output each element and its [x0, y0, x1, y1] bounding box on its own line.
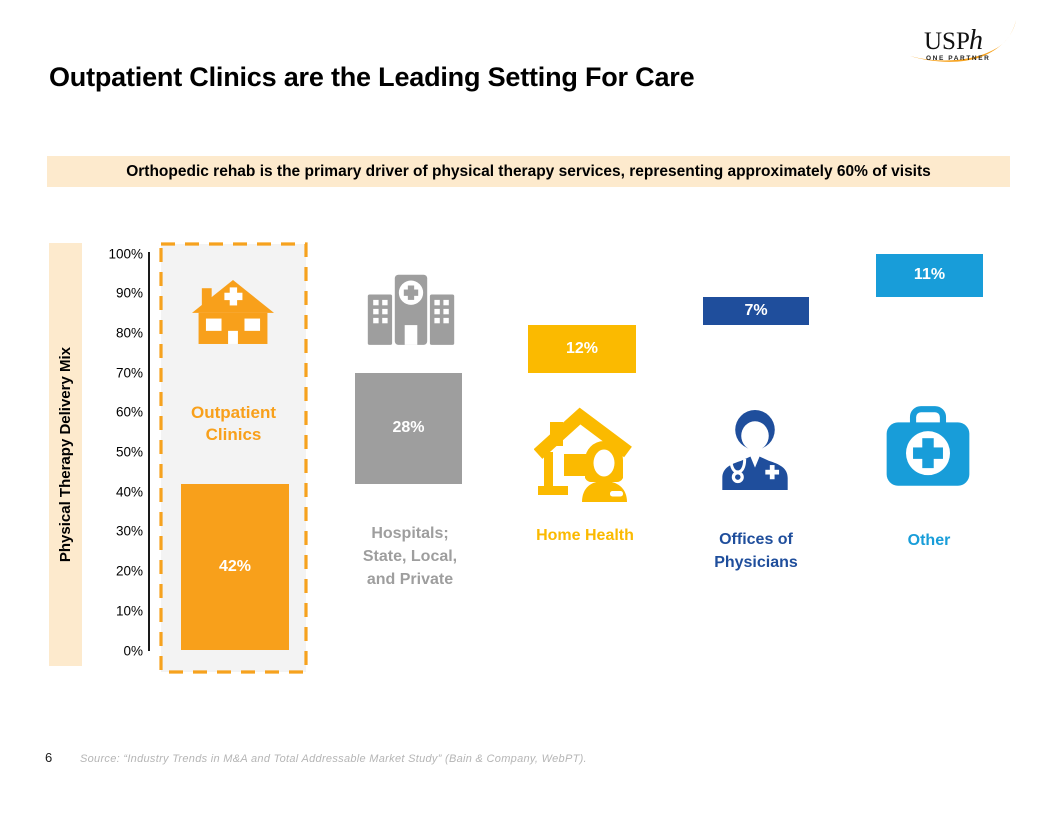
doctor-icon	[712, 398, 798, 501]
page-title: Outpatient Clinics are the Leading Setti…	[49, 62, 695, 92]
bar-outpatient-clinics: 42%	[181, 483, 289, 651]
medical-bag-icon	[884, 405, 972, 494]
category-label-home-health: Home Health	[536, 527, 634, 544]
y-axis-tick: 60%	[115, 404, 143, 420]
logo-text-main: USP	[924, 28, 970, 55]
y-axis-tick: 50%	[115, 444, 143, 460]
y-axis-tick: 90%	[115, 285, 143, 301]
y-axis-title: Physical Therapy Delivery Mix	[57, 346, 74, 563]
key-message-text: Orthopedic rehab is the primary driver o…	[126, 162, 931, 180]
key-message-banner: Orthopedic rehab is the primary driver o…	[47, 156, 1010, 187]
logo-text-italic: h	[969, 25, 983, 56]
y-axis-line	[148, 252, 150, 651]
y-axis-tick: 70%	[115, 365, 143, 381]
y-axis-tick: 80%	[115, 325, 143, 341]
usph-logo-graphic: USP h ONE PARTNER	[910, 20, 1016, 62]
bar-hospitals: 28%	[355, 372, 462, 484]
y-axis-tick: 0%	[123, 643, 143, 658]
bar-value-label: 12%	[565, 339, 599, 357]
category-label-offices-of-physicians: Offices of Physicians	[714, 531, 798, 572]
bar-value-label: 42%	[218, 558, 252, 576]
clinic-icon	[192, 280, 274, 349]
usph-logo: USP h ONE PARTNER	[898, 16, 1022, 68]
bar-value-label: 28%	[392, 419, 425, 437]
logo-tagline: ONE PARTNER	[926, 55, 990, 62]
y-axis-title-band: Physical Therapy Delivery Mix	[49, 243, 82, 666]
bar-value-label: 7%	[744, 302, 768, 320]
home-health-icon	[533, 402, 634, 507]
y-axis-tick: 30%	[115, 523, 143, 539]
page-number: 6	[45, 750, 53, 765]
y-axis-tick: 10%	[115, 603, 143, 619]
source-citation: Source: “Industry Trends in M&A and Tota…	[80, 753, 587, 765]
bar-home-health: 12%	[528, 324, 636, 373]
category-label-other: Other	[907, 532, 951, 549]
hospital-icon	[366, 271, 456, 350]
category-label-outpatient-clinics: Outpatient Clinics	[191, 403, 276, 445]
y-axis-tick: 20%	[115, 563, 143, 579]
bar-other: 11%	[876, 253, 983, 298]
y-axis-tick: 40%	[115, 484, 143, 500]
bar-value-label: 11%	[913, 266, 946, 284]
y-axis-tick: 100%	[108, 246, 143, 261]
bar-offices-of-physicians: 7%	[703, 297, 809, 325]
category-label-hospitals: Hospitals; State, Local, and Private	[362, 525, 458, 589]
